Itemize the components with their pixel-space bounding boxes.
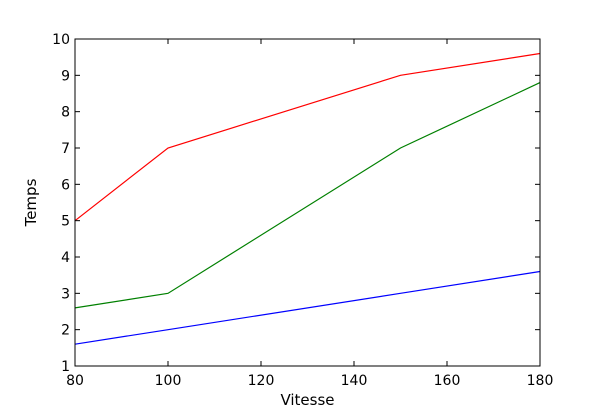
plot-area (74, 38, 541, 367)
y-tick-label: 8 (61, 105, 70, 121)
plot-frame (74, 38, 541, 367)
y-tick-label: 5 (61, 214, 70, 230)
y-tick-label: 7 (61, 141, 70, 157)
x-tick-label: 180 (527, 373, 554, 389)
x-tick-label: 140 (341, 373, 368, 389)
x-tick-label: 100 (155, 373, 182, 389)
x-axis-label: Vitesse (280, 391, 334, 407)
series-line-1 (74, 270, 541, 345)
y-axis-label: Temps (22, 178, 40, 227)
y-tick-label: 6 (61, 177, 70, 193)
y-tick-label: 3 (61, 286, 70, 302)
y-tick-label: 10 (52, 32, 70, 48)
x-axis-ticks: 80 100 120 140 160 180 (66, 39, 553, 389)
y-tick-label: 2 (61, 323, 70, 339)
y-axis-ticks: 1 2 3 4 5 6 7 8 9 10 (52, 32, 540, 375)
x-tick-label: 80 (66, 373, 84, 389)
x-tick-label: 120 (248, 373, 275, 389)
y-tick-label: 1 (61, 359, 70, 375)
x-tick-label: 160 (434, 373, 461, 389)
y-tick-label: 9 (61, 68, 70, 84)
series-line-3 (74, 52, 541, 222)
series-line-2 (74, 82, 541, 309)
y-tick-label: 4 (61, 250, 70, 266)
